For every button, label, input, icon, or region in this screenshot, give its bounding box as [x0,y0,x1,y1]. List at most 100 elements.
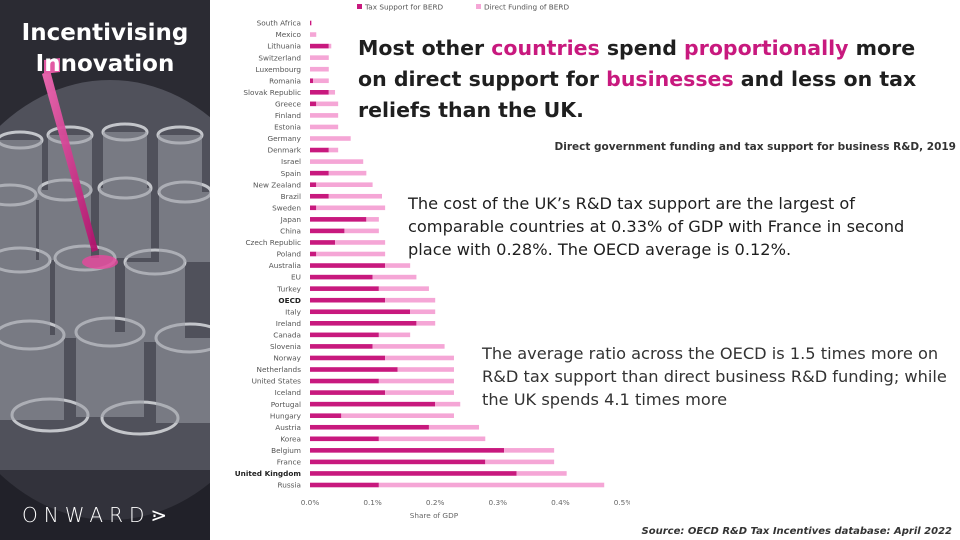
category-label: Germany [267,134,301,143]
bar-tax [310,90,329,95]
bar-chart: Tax Support for BERD Direct Funding of BE… [235,3,630,521]
bar-direct [341,413,454,418]
bar-direct [428,424,480,430]
bar-direct [378,378,454,384]
paragraph-uk-cost: The cost of the UK’s R&D tax support are… [408,194,905,259]
bar-tax [310,471,517,476]
bar-tax [310,344,373,349]
bar-direct [316,101,339,107]
bar-direct [328,90,336,95]
bar-tax [310,170,329,176]
category-label: Greece [275,99,301,108]
bar-direct [316,251,386,257]
bar-direct [313,78,329,84]
bar-direct [504,448,555,453]
category-label: EU [291,273,301,282]
bar-tax [310,217,367,222]
category-label: Netherlands [257,365,302,374]
bar-direct [410,309,436,315]
category-label: Israel [281,157,301,166]
bar-direct [435,401,461,407]
x-tick-label: 0.5% [614,498,630,507]
category-label: China [280,227,301,236]
category-label: Canada [273,330,301,339]
category-label: Ireland [276,319,301,328]
headline-highlight-countries: countries [491,36,600,60]
paragraph-oecd-ratio: The average ratio across the OECD is 1.5… [482,344,947,409]
category-label: New Zealand [253,180,301,189]
bar-direct [372,344,445,349]
bar-direct [328,147,339,153]
category-label: Brazil [281,192,301,201]
category-label: Australia [269,261,301,270]
category-label: United States [252,377,302,386]
bar-tax [310,390,386,395]
bar-tax [310,459,486,465]
chart-subtitle: Direct government funding and tax suppor… [554,141,956,153]
x-axis-title: Share of GDP [410,511,459,520]
category-label: Switzerland [258,53,301,62]
bar-direct [385,263,411,268]
source-note: Source: OECD R&D Tax Incentives database… [641,526,952,537]
onward-logo: ONWARD⋗ [22,503,174,527]
category-label: Czech Republic [245,238,301,247]
category-label: Estonia [274,123,301,132]
headline-part3: more on direct support for [358,36,916,91]
headline-part2: spend [599,36,685,60]
bar-tax [310,263,386,268]
x-tick-label: 0.4% [551,498,570,507]
category-label: Japan [280,215,301,224]
category-label: Russia [278,481,301,490]
category-label: Luxembourg [256,65,301,74]
bar-tax [310,482,379,488]
bar-tax [310,240,336,245]
bar-direct [378,332,411,338]
category-label: Lithuania [267,42,301,51]
category-label: Spain [281,169,301,178]
bar-tax [310,78,314,84]
headline-part4: and less on tax reliefs than the UK. [358,67,917,122]
bar-direct [335,240,386,245]
bar-tax [310,332,379,338]
bar-direct [378,436,486,442]
bar-tax [310,101,317,107]
bar-tax [310,401,436,407]
category-label: Turkey [276,284,301,293]
bar-tax [310,193,329,199]
category-label: OECD [278,296,301,305]
bar-direct [385,297,436,303]
bar-direct [344,228,379,234]
bar-tax [310,286,379,291]
category-label: Austria [275,423,301,432]
bar-tax [310,182,317,187]
bar-tax [310,205,317,211]
bar-direct [416,321,436,326]
bar-direct [328,193,382,199]
bar-direct [328,43,332,49]
legend-label-direct: Direct Funding of BERD [484,3,569,12]
category-label: France [277,458,302,467]
category-label: Belgium [271,446,301,455]
bar-tax [310,20,312,26]
category-label: South Africa [257,19,301,28]
bar-tax [310,424,429,430]
bar-tax [310,367,398,372]
category-label: Hungary [270,411,302,420]
legend-swatch-tax [357,4,362,9]
bar-direct [378,286,429,291]
bar-tax [310,436,379,442]
category-label: Norway [273,354,301,363]
bar-direct [385,390,454,395]
bar-direct [372,274,417,280]
bar-direct [385,355,454,361]
bar-tax [310,355,386,361]
category-label: Iceland [275,388,301,397]
bar-direct [310,136,351,141]
headline-highlight-businesses: businesses [606,67,734,91]
bar-direct [310,113,339,118]
side-panel-title: Incentivising Innovation [0,18,210,80]
category-label: Portugal [271,400,301,409]
x-tick-label: 0.0% [301,498,320,507]
bar-tax [310,297,386,303]
category-label: Poland [277,250,301,259]
